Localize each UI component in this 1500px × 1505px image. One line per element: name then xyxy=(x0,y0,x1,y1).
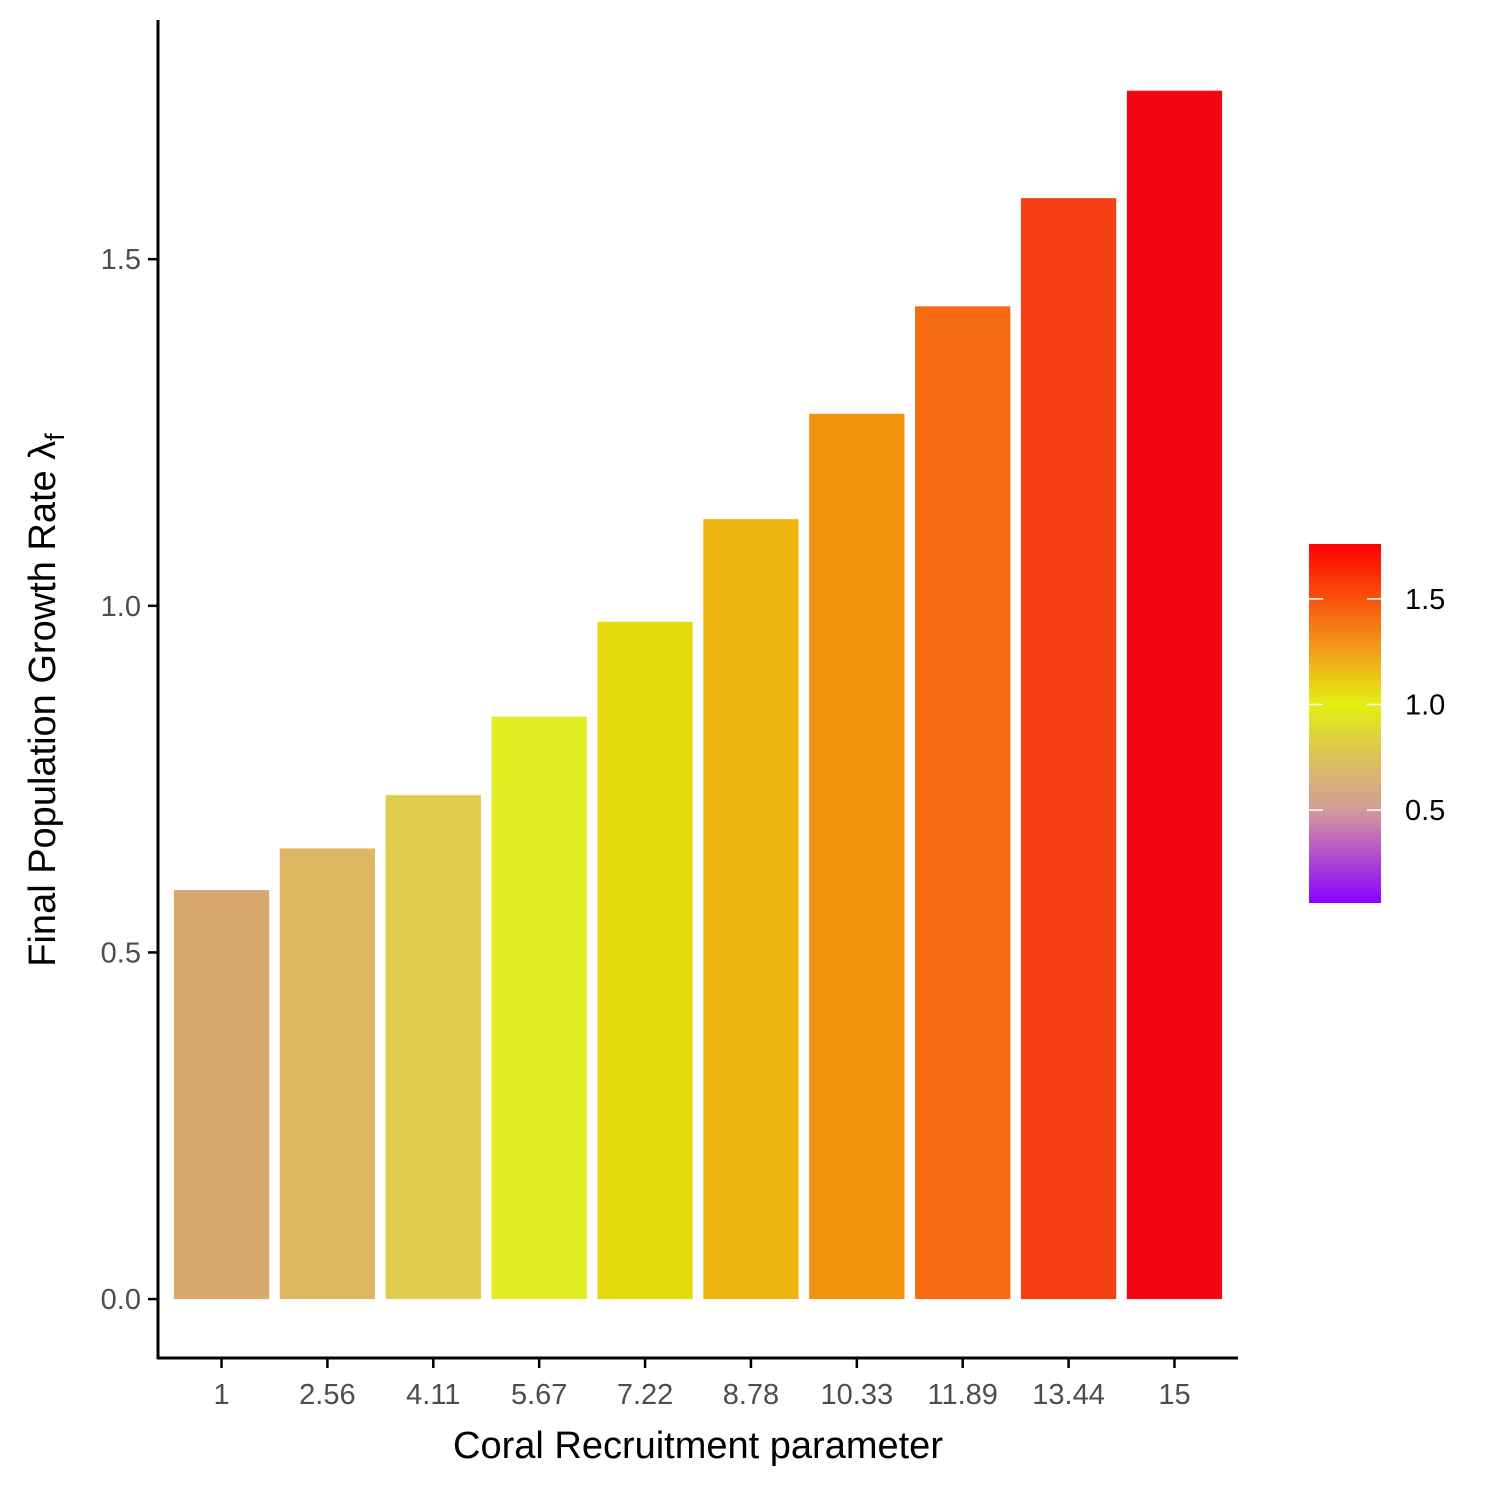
colorbar-tick-label: 1.0 xyxy=(1405,689,1445,721)
x-tick-label: 13.44 xyxy=(1032,1379,1105,1411)
axes-layer xyxy=(156,20,1238,1360)
y-axis-title-main: Final Population Growth Rate xyxy=(22,460,64,967)
x-tick-label: 4.11 xyxy=(406,1379,460,1411)
colorbar xyxy=(1309,544,1381,903)
y-tick-label: 1.0 xyxy=(101,591,141,623)
bar xyxy=(1020,198,1117,1300)
colorbar-legend: 0.5 1.0 1.5 xyxy=(1309,544,1445,903)
bar xyxy=(279,848,376,1300)
y-tick-label: 0.5 xyxy=(101,937,141,969)
bar xyxy=(491,716,587,1300)
bar xyxy=(173,890,270,1300)
y-axis-title-subscript: f xyxy=(40,433,70,441)
bar xyxy=(703,519,799,1300)
x-tick-label: 5.67 xyxy=(511,1379,567,1411)
bar xyxy=(809,413,905,1300)
y-axis-title-symbol: λ xyxy=(22,441,64,460)
x-tick-label: 11.89 xyxy=(927,1379,997,1411)
bar xyxy=(385,795,481,1300)
bar xyxy=(597,621,693,1300)
bar xyxy=(1126,90,1223,1300)
bars-layer xyxy=(173,90,1223,1300)
x-axis-title: Coral Recruitment parameter xyxy=(453,1425,943,1467)
y-tick-label: 0.0 xyxy=(101,1284,141,1316)
x-tick-label: 1 xyxy=(213,1379,229,1411)
x-tick-label: 15 xyxy=(1158,1379,1190,1411)
ticks-layer: 0.0 0.5 1.0 1.5 1 2.56 4.11 5.67 7.22 8.78 10.33 11… xyxy=(101,244,1191,1411)
x-tick-label: 7.22 xyxy=(617,1379,673,1411)
colorbar-tick-label: 0.5 xyxy=(1405,795,1445,827)
x-tick-label: 8.78 xyxy=(723,1379,779,1411)
x-tick-label: 10.33 xyxy=(821,1379,894,1411)
y-tick-label: 1.5 xyxy=(101,244,141,276)
bar xyxy=(915,306,1011,1300)
colorbar-tick-label: 1.5 xyxy=(1405,584,1445,616)
x-tick-label: 2.56 xyxy=(299,1379,355,1411)
y-axis-title: Final Population Growth Rate λf xyxy=(22,433,70,967)
